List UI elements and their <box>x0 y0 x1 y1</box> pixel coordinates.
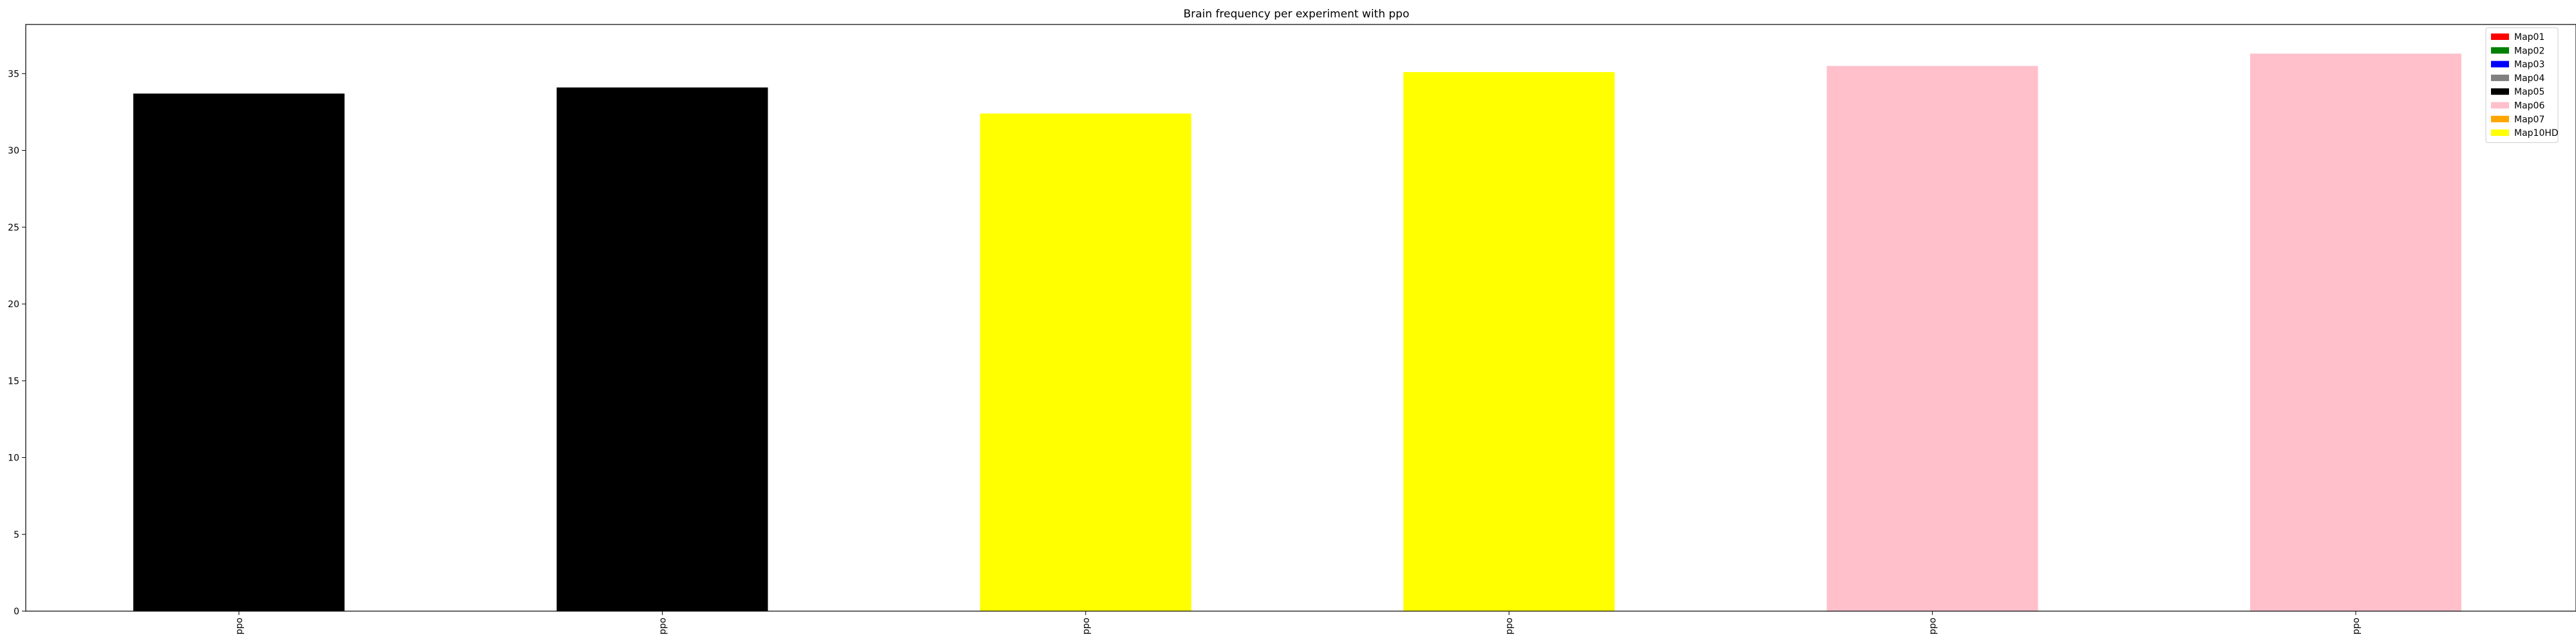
legend-swatch <box>2491 88 2509 95</box>
y-tick-label: 20 <box>8 299 19 310</box>
bars-layer <box>133 53 2461 612</box>
x-tick-label: ppo <box>1928 618 1938 634</box>
legend-label: Map10HD <box>2514 128 2559 138</box>
y-axis: 0 5 10 15 20 25 30 35 <box>8 69 26 617</box>
bar-3 <box>980 113 1191 612</box>
y-tick-label: 5 <box>14 530 19 540</box>
y-tick-label: 35 <box>8 69 19 79</box>
legend-label: Map03 <box>2514 60 2544 70</box>
legend-swatch <box>2491 33 2509 40</box>
y-tick-label: 25 <box>8 223 19 233</box>
legend-label: Map02 <box>2514 46 2544 56</box>
y-tick-label: 15 <box>8 376 19 386</box>
legend-swatch <box>2491 47 2509 54</box>
plot-frame <box>25 24 2576 612</box>
legend-label: Map06 <box>2514 101 2544 111</box>
x-tick-label: ppo <box>1081 618 1092 634</box>
y-tick-label: 10 <box>8 453 19 464</box>
legend-label: Map04 <box>2514 73 2544 84</box>
y-tick-label: 0 <box>14 607 19 617</box>
bar-5 <box>1826 66 2038 611</box>
legend-label: Map07 <box>2514 115 2544 125</box>
legend-swatch <box>2491 129 2509 137</box>
bar-6 <box>2250 53 2461 612</box>
legend-swatch <box>2491 74 2509 81</box>
bar-4 <box>1403 71 1615 611</box>
x-tick-label: ppo <box>1504 618 1515 634</box>
legend-label: Map05 <box>2514 87 2544 97</box>
legend-label: Map01 <box>2514 32 2544 43</box>
x-axis: ppo ppo ppo ppo ppo ppo <box>234 611 2362 634</box>
y-tick-label: 30 <box>8 146 19 156</box>
legend-swatch <box>2491 115 2509 122</box>
chart-title: Brain frequency per experiment with ppo <box>1184 8 1410 21</box>
x-tick-label: ppo <box>234 618 245 634</box>
legend: Map01 Map02 Map03 Map04 Map05 Map06 Map07 Map10… <box>2485 27 2559 143</box>
x-tick-label: ppo <box>658 618 668 634</box>
legend-swatch <box>2491 102 2509 109</box>
x-tick-label: ppo <box>2351 618 2362 634</box>
legend-swatch <box>2491 61 2509 68</box>
bar-2 <box>556 87 768 612</box>
legend-box <box>2485 27 2559 143</box>
bar-1 <box>133 93 345 612</box>
